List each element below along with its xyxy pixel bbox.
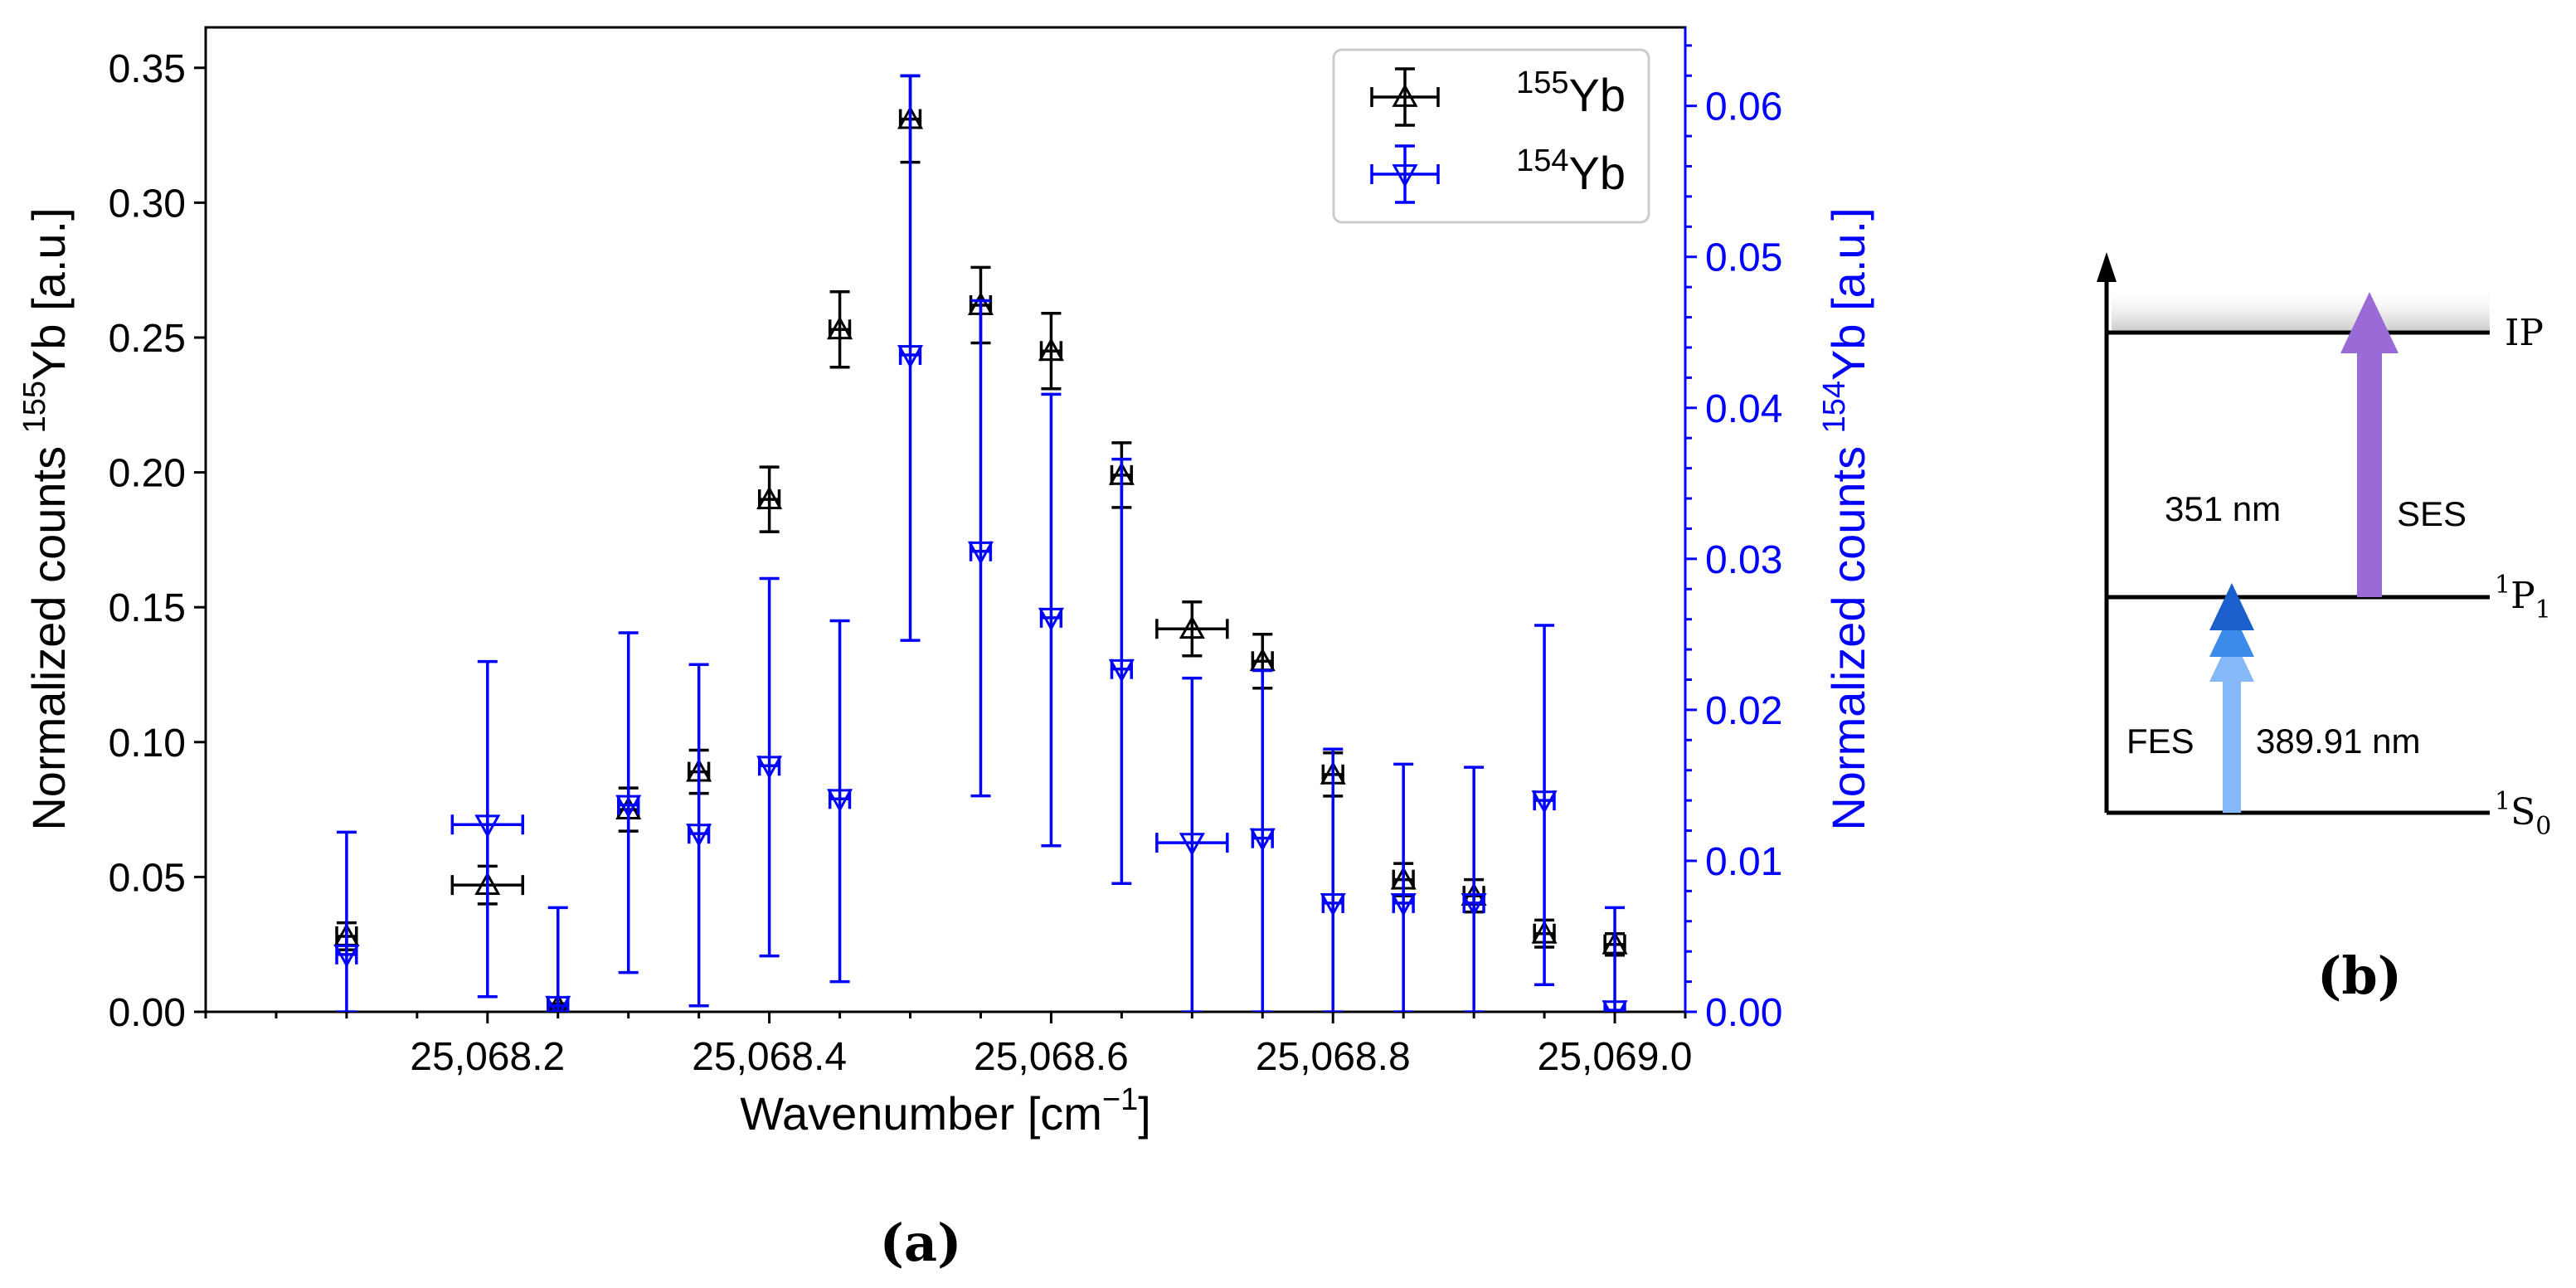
right-y-axis-ticks: 0.00 0.01 0.02 0.03 0.04 0.05 0.06	[1685, 44, 1782, 1035]
fes-arrow-shaft	[2223, 672, 2241, 813]
data-point-154yb	[333, 944, 360, 968]
right-y-tick-label: 0.06	[1705, 85, 1782, 129]
fes-arrow	[2209, 583, 2254, 813]
ses-label: SES	[2397, 494, 2467, 533]
ses-arrowhead-icon	[2340, 292, 2399, 353]
right-y-tick-label: 0.01	[1705, 840, 1782, 884]
left-y-axis-label: Normalized counts 155Yb [a.u.]	[17, 207, 75, 830]
energy-axis-arrowhead-icon	[2097, 252, 2117, 282]
fes-arrowhead-mid-icon	[2209, 610, 2254, 657]
data-point-154yb	[1390, 893, 1417, 917]
panel-label-a: (a)	[880, 1213, 962, 1273]
x-tick-label: 25,068.2	[410, 1035, 565, 1079]
legend-label-154yb: 154Yb	[1516, 143, 1626, 199]
data-point-154yb	[967, 541, 994, 565]
right-y-tick-label: 0.05	[1705, 236, 1782, 280]
data-point-154yb	[686, 824, 712, 848]
data-point-154yb	[1179, 833, 1205, 857]
left-y-tick-label: 0.30	[109, 182, 186, 226]
data-point-154yb	[756, 756, 783, 780]
data-point-155yb	[827, 316, 853, 340]
x-axis-label: Wavenumber [cm−1]	[740, 1082, 1151, 1140]
right-y-tick-label: 0.03	[1705, 538, 1782, 582]
left-y-tick-label: 0.20	[109, 452, 186, 496]
ses-arrow	[2340, 292, 2399, 597]
level-label-ip: IP	[2505, 312, 2544, 354]
data-point-154yb	[897, 345, 924, 369]
x-tick-label: 25,069.0	[1538, 1035, 1693, 1079]
series-154yb	[333, 74, 1628, 1012]
data-point-154yb	[1038, 607, 1064, 631]
left-y-axis-ticks: 0.00 0.05 0.10 0.15 0.20 0.25 0.30 0.35	[109, 47, 206, 1035]
ses-arrow-shaft	[2357, 348, 2382, 597]
data-point-154yb	[474, 814, 501, 838]
panel-label-b: (b)	[2317, 945, 2402, 1006]
right-y-tick-label: 0.02	[1705, 689, 1782, 733]
fes-arrowhead-dark-icon	[2209, 583, 2254, 630]
left-y-tick-label: 0.10	[109, 722, 186, 766]
x-tick-label: 25,068.6	[974, 1035, 1129, 1079]
fes-arrowhead-light-icon	[2209, 634, 2254, 682]
x-tick-label: 25,068.8	[1256, 1035, 1411, 1079]
legend-marker-icon	[1392, 83, 1418, 107]
data-point-154yb	[1531, 790, 1558, 814]
data-point-154yb	[1320, 893, 1346, 917]
level-label-1s0: 1S0	[2495, 787, 2551, 841]
fes-label: FES	[2126, 722, 2194, 761]
ionization-continuum	[2112, 286, 2490, 333]
right-y-axis-label: Normalized counts 154Yb [a.u.]	[1817, 207, 1874, 830]
data-point-155yb	[1038, 338, 1064, 362]
data-point-154yb	[545, 995, 571, 1012]
data-point-154yb	[1601, 1000, 1628, 1012]
left-y-tick-label: 0.35	[109, 47, 186, 91]
legend: 155Yb 154Yb	[1332, 48, 1650, 224]
left-y-tick-label: 0.25	[109, 317, 186, 361]
panel-b-energy-diagram: IP 1P1 1S0 FES 389.91 nm 351 nm SES (b)	[2097, 252, 2551, 1006]
panel-a-chart: 25,068.2 25,068.4 25,068.6 25,068.8 25,069.0…	[17, 26, 1874, 1273]
data-point-154yb	[1249, 828, 1276, 852]
data-point-154yb	[827, 789, 853, 813]
legend-marker-icon	[1392, 164, 1418, 188]
x-tick-label: 25,068.4	[692, 1035, 847, 1079]
left-y-tick-label: 0.00	[109, 991, 186, 1035]
level-label-1p1: 1P1	[2495, 571, 2551, 625]
left-y-tick-label: 0.15	[109, 586, 186, 630]
data-point-154yb	[1461, 893, 1487, 917]
legend-markers	[1370, 67, 1440, 204]
right-y-tick-label: 0.04	[1705, 387, 1782, 431]
fes-wavelength: 389.91 nm	[2256, 722, 2420, 761]
data-point-154yb	[615, 795, 642, 819]
legend-label-155yb: 155Yb	[1516, 66, 1626, 121]
data-point-155yb	[1179, 615, 1205, 639]
ses-wavelength: 351 nm	[2165, 489, 2281, 528]
data-series	[333, 74, 1628, 1012]
data-point-154yb	[1108, 659, 1135, 683]
right-y-tick-label: 0.00	[1705, 991, 1782, 1035]
left-y-tick-label: 0.05	[109, 856, 186, 900]
data-point-155yb	[756, 486, 783, 510]
x-axis-ticks: 25,068.2 25,068.4 25,068.6 25,068.8 25,069.0	[204, 1012, 1693, 1079]
legend-frame	[1332, 48, 1650, 224]
